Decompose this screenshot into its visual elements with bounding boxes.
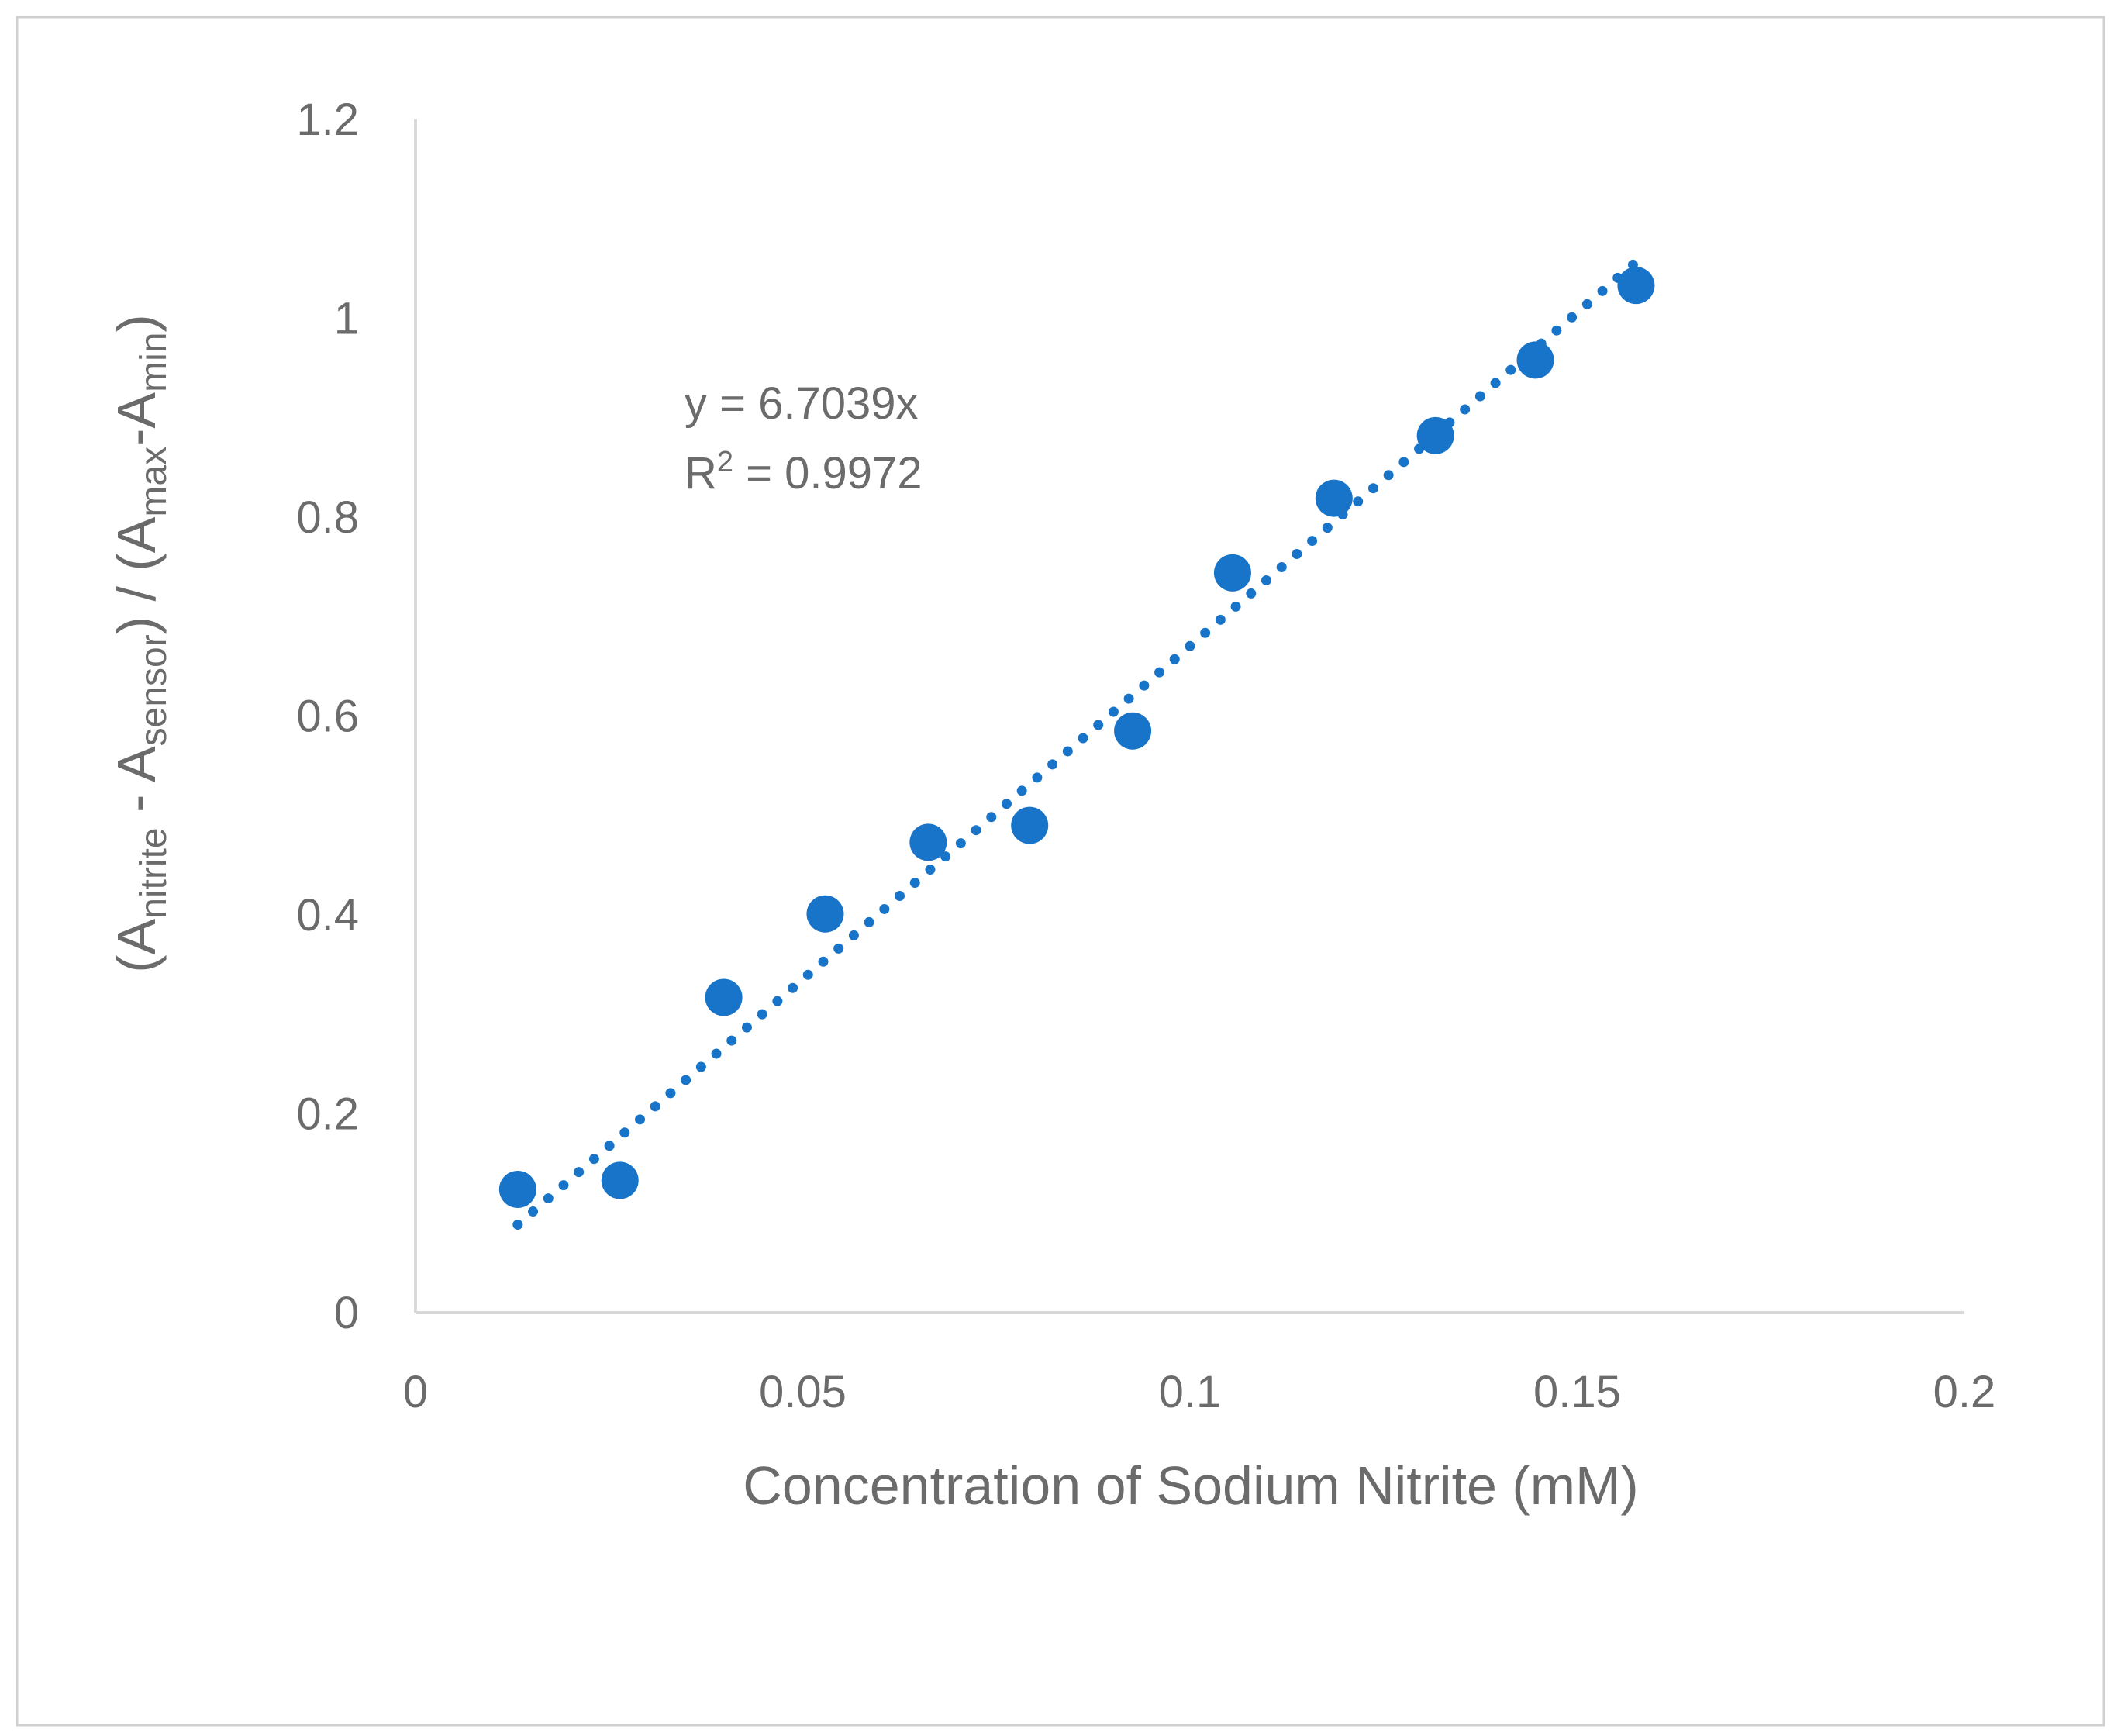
y-label-text: (A <box>106 918 167 972</box>
data-point <box>705 978 743 1016</box>
trendline-path <box>512 254 1644 1230</box>
y-label-subscript: max <box>133 447 174 517</box>
y-label-subscript: sensor <box>133 634 174 746</box>
x-tick-label: 0 <box>403 1367 428 1417</box>
data-point <box>1114 712 1152 750</box>
data-point <box>1416 416 1454 454</box>
data-point <box>1617 267 1655 305</box>
y-label-text: - A <box>106 746 167 827</box>
y-label-text: -A <box>106 392 167 447</box>
y-axis-title: (Anitrite - Asensor) / (Amax-Amin) <box>106 314 174 973</box>
x-axis-title: Concentration of Sodium Nitrite (mM) <box>743 1455 1638 1516</box>
data-point <box>806 895 844 933</box>
data-point <box>1516 341 1554 379</box>
equation-label: y = 6.7039x <box>685 378 919 429</box>
data-point <box>1315 479 1353 517</box>
y-label-text: ) <box>106 314 167 332</box>
y-tick-label: 1 <box>334 294 359 344</box>
x-tick-label: 0.05 <box>759 1367 847 1417</box>
y-tick-label: 0.2 <box>296 1089 359 1140</box>
y-label-text: ) / (A <box>106 516 167 634</box>
x-tick-label: 0.2 <box>1933 1367 1996 1417</box>
x-tick-label: 0.15 <box>1533 1367 1621 1417</box>
r-squared-label: R2 = 0.9972 <box>685 446 923 499</box>
y-label-subscript: nitrite <box>133 827 174 918</box>
data-point <box>601 1161 639 1199</box>
y-tick-label: 0.8 <box>296 492 359 543</box>
tick-labels: 0 0.05 0.1 0.15 0.2 0 0.2 0.4 0.6 0.8 1 1.2 <box>296 95 1995 1417</box>
trendline <box>512 254 1644 1230</box>
data-points <box>498 267 1655 1208</box>
y-label-subscript: min <box>133 333 174 392</box>
y-tick-label: 0.4 <box>296 890 359 940</box>
y-tick-label: 0 <box>334 1288 359 1338</box>
r2-sup: 2 <box>717 446 733 478</box>
data-point <box>498 1170 536 1208</box>
y-tick-label: 0.6 <box>296 692 359 742</box>
data-point <box>1213 554 1251 592</box>
r2-prefix: R <box>685 448 717 499</box>
y-tick-label: 1.2 <box>296 95 359 145</box>
r2-value: = 0.9972 <box>733 448 923 499</box>
data-point <box>1011 806 1049 844</box>
axes <box>414 119 1964 1314</box>
x-tick-label: 0.1 <box>1159 1367 1222 1417</box>
chart-border <box>16 16 2105 1727</box>
data-point <box>909 823 947 861</box>
